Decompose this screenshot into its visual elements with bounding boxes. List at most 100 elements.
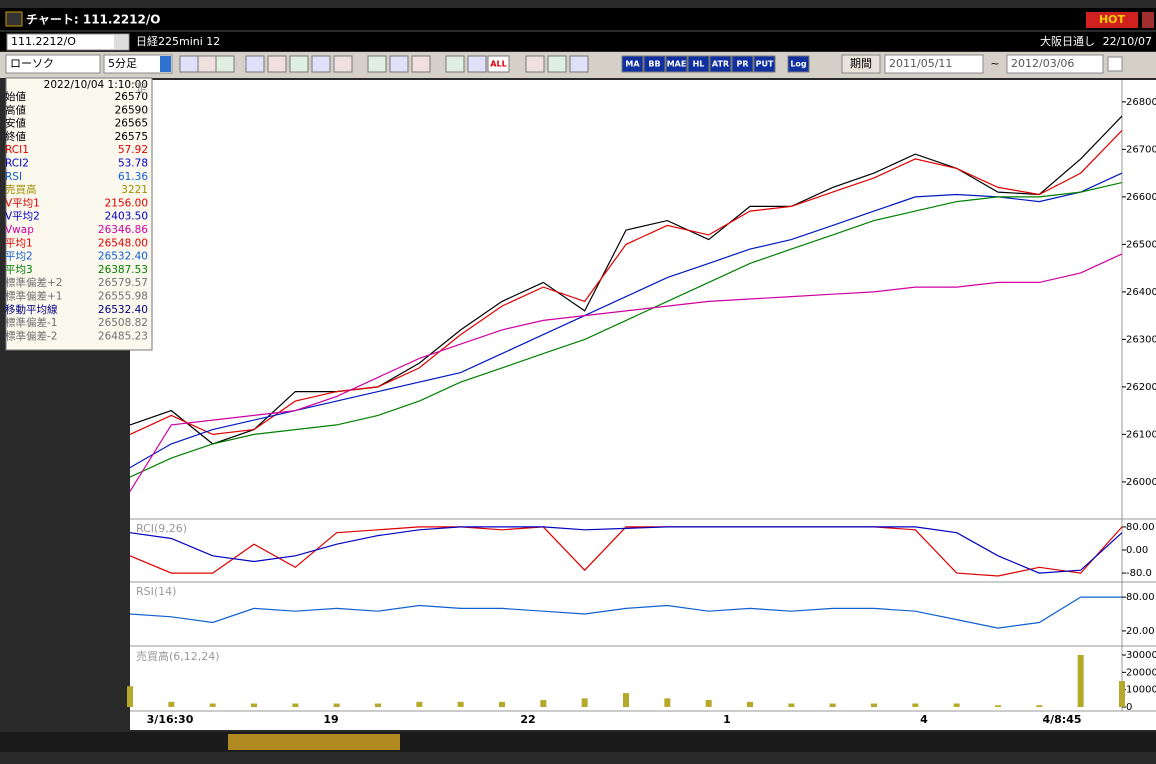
- tool-icon[interactable]: [179, 55, 199, 73]
- volume-bar: [251, 703, 257, 707]
- volume-bar: [499, 701, 505, 707]
- tool-button[interactable]: [753, 55, 776, 73]
- info-label: 安値: [5, 117, 26, 130]
- volume-bar: [1077, 654, 1084, 707]
- info-label: 平均3: [5, 264, 33, 276]
- volume-bar: [209, 703, 216, 707]
- info-label: 平均1: [5, 237, 33, 249]
- x-tick-label: 22: [520, 713, 535, 726]
- tool-button-label[interactable]: ALL: [490, 60, 506, 69]
- tool-button-label[interactable]: PR: [736, 60, 748, 69]
- scrollbar[interactable]: [0, 732, 1156, 752]
- series-line: [129, 129, 1123, 436]
- chart-type-select[interactable]: [5, 54, 101, 74]
- tool-icon[interactable]: [267, 55, 287, 73]
- tool-button[interactable]: [731, 55, 754, 73]
- x-tick-label: 4: [920, 713, 928, 726]
- info-label: 標準偏差-1: [5, 316, 57, 329]
- y-tick-label: 26200: [1126, 382, 1156, 393]
- info-label: V平均1: [5, 197, 40, 209]
- from-date[interactable]: 2011/05/11: [889, 57, 952, 70]
- tool-button-label[interactable]: Log: [790, 60, 807, 69]
- x-tick-label: 1: [723, 713, 731, 726]
- to-input[interactable]: [1006, 54, 1104, 74]
- tool-button[interactable]: [621, 55, 644, 73]
- symbol[interactable]: 111.2212/O: [11, 35, 76, 48]
- series-line: [129, 182, 1123, 478]
- tool-icon[interactable]: [547, 55, 567, 73]
- tool-button-label[interactable]: PUT: [756, 60, 774, 69]
- x-tick-label: 4/8:45: [1042, 713, 1081, 726]
- tool-icon[interactable]: [215, 55, 235, 73]
- volume-bar: [457, 701, 464, 707]
- y-tick-label: 0.00: [1126, 545, 1148, 556]
- info-label: Vwap: [5, 224, 34, 236]
- tool-button[interactable]: [709, 55, 732, 73]
- tool-icon[interactable]: [333, 55, 353, 73]
- tool-icon[interactable]: [445, 55, 465, 73]
- interval-drop[interactable]: [160, 56, 171, 72]
- tool-button-label[interactable]: MA: [625, 60, 640, 69]
- checkbox[interactable]: [1107, 56, 1123, 72]
- tool-button-label[interactable]: ATR: [712, 60, 729, 69]
- y-tick-label: 20000: [1126, 667, 1156, 678]
- y-tick-label: 20.00: [1126, 626, 1155, 637]
- y-tick-label: 26800: [1126, 97, 1156, 108]
- info-label: 標準偏差-2: [5, 329, 57, 342]
- volume-bar: [375, 703, 381, 707]
- info-value: 26590: [115, 104, 148, 116]
- tool-icon[interactable]: [289, 55, 309, 73]
- tool-icon[interactable]: [197, 55, 217, 73]
- volume-bar: [1036, 705, 1043, 707]
- info-label: 移動平均線: [5, 303, 58, 316]
- info-value: 61.36: [118, 171, 148, 183]
- period-button[interactable]: [841, 54, 881, 74]
- volume-bar: [127, 686, 133, 707]
- tool-button[interactable]: [787, 55, 810, 73]
- x-tick-label: 3/16:30: [147, 713, 194, 726]
- info-value: 26485.23: [98, 330, 148, 342]
- y-tick-label: 0: [1126, 702, 1132, 713]
- symbol-drop[interactable]: [114, 35, 128, 49]
- info-label: 始値: [5, 90, 26, 103]
- to-date[interactable]: 2012/03/06: [1011, 57, 1074, 70]
- tool-button[interactable]: [665, 55, 688, 73]
- tilde: ~: [990, 57, 999, 70]
- hot-button[interactable]: [1086, 12, 1138, 28]
- tool-icon[interactable]: [245, 55, 265, 73]
- tool-button-label[interactable]: MAE: [667, 60, 687, 69]
- y-tick-label: 26700: [1126, 144, 1156, 155]
- x-tick-label: 19: [323, 713, 338, 726]
- tool-button[interactable]: [643, 55, 666, 73]
- tool-button[interactable]: [687, 55, 710, 73]
- tool-button-label[interactable]: BB: [648, 60, 660, 69]
- tool-button-label[interactable]: HL: [693, 60, 705, 69]
- info-value: 2403.50: [105, 211, 148, 223]
- tool-icon[interactable]: [467, 55, 487, 73]
- tool-icon[interactable]: [367, 55, 387, 73]
- scroll-thumb[interactable]: [228, 734, 400, 750]
- tool-icon[interactable]: [525, 55, 545, 73]
- symbol-input[interactable]: [6, 33, 130, 51]
- from-input[interactable]: [884, 54, 984, 74]
- info-value: 26346.86: [98, 224, 148, 236]
- volume-bar: [871, 703, 877, 707]
- hot-label[interactable]: HOT: [1099, 13, 1126, 26]
- series-line: [129, 526, 1123, 574]
- y-tick-label: 26400: [1126, 287, 1156, 298]
- close-button[interactable]: [1142, 12, 1154, 28]
- info-value: 26579.57: [98, 277, 148, 289]
- interval-select[interactable]: [103, 54, 173, 74]
- tool-icon[interactable]: [411, 55, 431, 73]
- volume-bar: [333, 703, 340, 707]
- tool-icon[interactable]: [569, 55, 589, 73]
- interval[interactable]: 5分足: [108, 57, 137, 70]
- y-tick-label: 26300: [1126, 334, 1156, 345]
- tool-button[interactable]: [487, 55, 510, 73]
- chart-type[interactable]: ローソク: [10, 57, 54, 70]
- tool-icon[interactable]: [389, 55, 409, 73]
- volume-bar: [292, 703, 299, 707]
- title-bar: [0, 8, 1156, 30]
- period-label[interactable]: 期間: [850, 57, 872, 70]
- tool-icon[interactable]: [311, 55, 331, 73]
